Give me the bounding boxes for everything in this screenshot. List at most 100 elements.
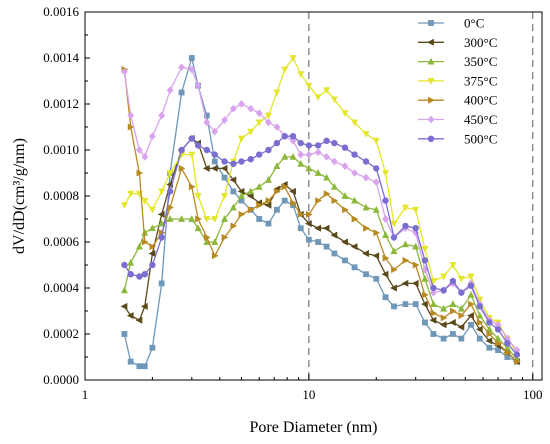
data-point [188, 215, 196, 222]
data-point [450, 331, 456, 337]
data-point [149, 243, 157, 251]
legend-item: 375°C [418, 73, 497, 88]
data-point [211, 127, 219, 136]
data-point [467, 273, 475, 281]
data-point [127, 358, 134, 365]
data-point [372, 137, 380, 145]
data-point [457, 323, 465, 331]
data-point [158, 280, 165, 287]
data-point [429, 316, 437, 324]
data-point [281, 133, 288, 140]
data-point [265, 118, 272, 127]
data-point [290, 199, 297, 207]
data-point [178, 89, 185, 96]
data-point [440, 287, 447, 294]
data-point [305, 150, 313, 159]
series-4 [121, 66, 521, 366]
data-point [221, 233, 229, 241]
data-point [120, 286, 128, 294]
y-tick-label: 0.0016 [43, 4, 79, 19]
data-point [221, 193, 229, 200]
data-point [485, 337, 493, 345]
y-tick-label: 0.0006 [43, 234, 79, 249]
data-point [127, 271, 134, 278]
data-point [211, 216, 219, 223]
data-point [158, 188, 166, 196]
data-point [158, 219, 166, 227]
data-point [449, 300, 457, 308]
data-point [305, 164, 313, 172]
data-point [256, 151, 263, 158]
data-point [136, 273, 143, 280]
data-point [390, 220, 398, 228]
y-tick-label: 0.0004 [43, 280, 79, 295]
legend-label: 400°C [464, 93, 497, 108]
data-point [411, 279, 419, 287]
legend-item: 350°C [418, 54, 497, 69]
data-point [486, 344, 493, 351]
data-point [221, 116, 228, 124]
data-point [140, 302, 148, 310]
data-point [350, 243, 358, 251]
data-point [391, 303, 397, 310]
data-point [149, 261, 156, 269]
data-point [476, 303, 483, 310]
data-point [401, 204, 409, 212]
data-point [323, 87, 331, 95]
legend-label: 450°C [464, 112, 497, 127]
y-tick-label: 0.0014 [43, 50, 79, 65]
data-point [440, 314, 448, 322]
data-point [315, 197, 322, 205]
data-point [390, 234, 398, 241]
data-point [238, 210, 246, 218]
x-tick-label: 10 [302, 387, 315, 402]
legend-marker [427, 38, 434, 46]
data-point [194, 224, 202, 232]
data-point [439, 321, 447, 329]
legend-label: 500°C [464, 131, 497, 146]
data-point [421, 300, 428, 308]
data-point [188, 183, 196, 191]
data-point [372, 178, 380, 187]
data-point [514, 358, 521, 366]
data-point [264, 176, 272, 183]
data-point [265, 197, 273, 205]
data-point [297, 159, 305, 167]
data-point [412, 206, 420, 214]
data-point [238, 100, 245, 108]
data-point [513, 351, 521, 358]
data-point [297, 225, 304, 232]
data-point [382, 294, 389, 301]
data-point [467, 291, 475, 298]
data-point [351, 196, 359, 204]
data-point [247, 206, 255, 214]
data-point [373, 275, 380, 282]
legend-label: 300°C [464, 35, 497, 50]
data-point [203, 112, 210, 119]
x-axis-title: Pore Diameter (nm) [250, 419, 378, 436]
data-point [315, 239, 322, 245]
data-point [127, 190, 135, 198]
data-point [450, 307, 457, 315]
data-point [255, 109, 263, 118]
data-point [330, 157, 338, 166]
data-point [486, 330, 494, 338]
data-point [141, 238, 149, 246]
data-point [504, 354, 511, 360]
data-point [331, 250, 338, 257]
data-point [412, 301, 419, 307]
data-point [362, 131, 370, 138]
data-point [430, 309, 438, 317]
data-point [382, 170, 390, 177]
data-point [382, 215, 389, 223]
data-point [188, 55, 195, 61]
data-point [274, 187, 281, 195]
data-point [412, 242, 420, 250]
data-point [148, 224, 156, 232]
data-point [238, 158, 245, 165]
data-point [341, 144, 349, 151]
data-point [289, 187, 296, 195]
data-point [289, 55, 297, 62]
data-point [363, 224, 370, 232]
data-point [421, 246, 429, 253]
